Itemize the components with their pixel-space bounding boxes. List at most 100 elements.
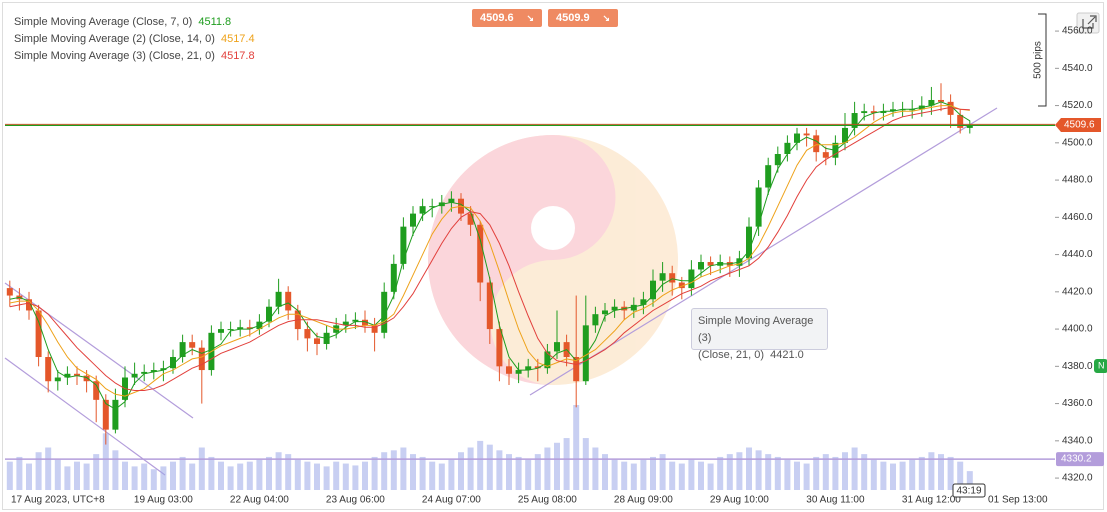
legend-name: Simple Moving Average (2) (Close, 14, 0) — [14, 33, 215, 45]
candle-body — [678, 282, 685, 289]
volume-bar — [746, 447, 752, 490]
volume-bar — [650, 456, 656, 490]
volume-bar — [918, 456, 925, 490]
candle-body — [198, 347, 205, 371]
volume-bar — [899, 461, 906, 490]
candle-body — [218, 329, 224, 333]
y-tick-label: 4520.0 — [1062, 100, 1093, 111]
candle-body — [851, 113, 858, 128]
volume-bar — [582, 438, 589, 490]
volume-bar — [602, 454, 608, 490]
volume-bar — [390, 450, 397, 490]
volume-bar — [688, 459, 695, 490]
candle-body — [150, 370, 157, 372]
volume-bar — [515, 456, 522, 490]
volume-bar — [208, 456, 215, 490]
buy-button[interactable]: 4509.9 ↘ — [548, 9, 618, 27]
legend-name: Simple Moving Average (3) (Close, 21, 0) — [14, 50, 215, 62]
sell-button[interactable]: 4509.6 ↘ — [472, 9, 542, 27]
volume-bar — [947, 456, 954, 490]
candle-body — [352, 319, 359, 322]
volume-bar — [544, 447, 551, 490]
volume-bar — [323, 466, 330, 490]
volume-bar — [477, 440, 484, 490]
volume-bar — [842, 452, 848, 490]
ma-line — [9, 101, 971, 410]
volume-bar — [131, 466, 138, 490]
volume-bar — [698, 461, 704, 490]
candle-body — [755, 187, 762, 227]
volume-bar — [429, 461, 436, 490]
candle-body — [880, 111, 887, 114]
candle-body — [909, 109, 916, 111]
candle-body — [45, 357, 52, 382]
countdown-box — [952, 483, 986, 498]
candle-body — [842, 127, 848, 143]
legend-name: Simple Moving Average (Close, 7, 0) — [14, 16, 193, 28]
candle-body — [35, 310, 42, 358]
volume-bar — [352, 465, 359, 490]
candle-body — [102, 399, 109, 430]
watermark — [428, 135, 678, 385]
volume-bar — [246, 461, 253, 490]
volume-bar — [794, 461, 800, 490]
buy-price: 4509.9 — [556, 12, 590, 24]
volume-bar — [285, 454, 292, 490]
volume-bar — [93, 454, 100, 490]
candle-body — [630, 304, 637, 311]
candle-body — [26, 299, 32, 311]
popout-icon[interactable] — [1076, 12, 1100, 34]
candle-body — [275, 291, 282, 307]
candle-body — [448, 198, 455, 203]
candle-body — [611, 306, 618, 311]
candle-body — [486, 282, 493, 330]
volume-bar — [573, 405, 580, 490]
volume-bar — [506, 454, 512, 490]
volume-bar — [890, 463, 896, 490]
candle-body — [640, 299, 647, 305]
volume-bar — [102, 433, 109, 490]
volume-bar — [64, 466, 71, 490]
candle-body — [381, 291, 388, 333]
candle-body — [429, 206, 436, 208]
candle-body — [534, 366, 541, 369]
x-tick-label: 23 Aug 06:00 — [326, 495, 385, 506]
volume-bar — [112, 450, 119, 490]
candle-body — [496, 329, 503, 367]
volume-bar — [736, 452, 743, 490]
x-tick-label: 28 Aug 09:00 — [614, 495, 673, 506]
volume-bar — [957, 461, 964, 490]
tooltip: Simple Moving Average (3) (Close, 21, 0)… — [691, 308, 828, 361]
trend-line — [4, 357, 166, 476]
side-tag — [1094, 359, 1107, 373]
candle-body — [602, 310, 608, 315]
candle-body — [803, 133, 810, 136]
candle-body — [669, 273, 676, 283]
candle-body — [285, 291, 292, 311]
candle-body — [688, 269, 695, 289]
y-tick-label: 4360.0 — [1062, 398, 1093, 409]
volume-bar — [189, 463, 196, 490]
candle-body — [371, 325, 378, 333]
volume-bar — [83, 463, 90, 490]
volume-bar — [6, 461, 13, 490]
volume-bar — [237, 463, 244, 490]
y-tick-label: 4400.0 — [1062, 324, 1093, 335]
volume-bar — [218, 461, 224, 490]
volume-bar — [45, 447, 52, 490]
tooltip-value: 4421.0 — [770, 349, 804, 361]
x-tick-label: 29 Aug 10:00 — [710, 495, 769, 506]
volume-bar — [621, 461, 628, 490]
volume-bar — [861, 454, 868, 490]
ruler-label: 500 pips — [1033, 41, 1044, 79]
candle-body — [582, 325, 589, 382]
volume-bar — [554, 442, 560, 490]
candle-body — [650, 280, 656, 300]
h-line-label: 4330.2 — [1061, 454, 1092, 465]
candle-body — [765, 165, 772, 188]
volume-bar — [534, 454, 541, 490]
candle-body — [822, 152, 829, 158]
volume-bar — [870, 459, 877, 490]
candle-body — [467, 213, 474, 225]
